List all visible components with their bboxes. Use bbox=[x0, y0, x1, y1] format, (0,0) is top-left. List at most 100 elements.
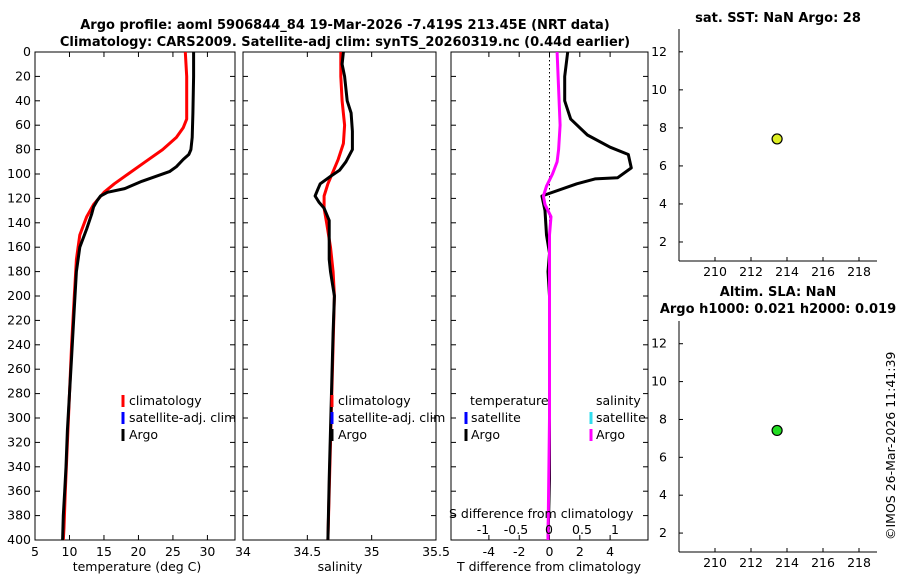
y-tick-label: 4 bbox=[659, 487, 667, 502]
y-tick-label: 200 bbox=[7, 288, 31, 303]
x-tick-label: 4 bbox=[606, 544, 614, 559]
legend-label: satellite-adj. clim bbox=[129, 410, 236, 425]
y-tick-label: 6 bbox=[659, 158, 667, 173]
y-tick-label: 160 bbox=[7, 239, 31, 254]
y-tick-label: 400 bbox=[7, 532, 31, 547]
legend-label: Argo bbox=[596, 427, 625, 442]
legend-label: satellite bbox=[596, 410, 646, 425]
y-tick-label: 260 bbox=[7, 361, 31, 376]
x-tick-label: 10 bbox=[62, 544, 78, 559]
x-tick-label: 0 bbox=[546, 544, 554, 559]
y-tick-label: 12 bbox=[651, 44, 667, 59]
legend-label: Argo bbox=[471, 427, 500, 442]
difference-legend: temperature salinity satellite Argo sate… bbox=[449, 393, 646, 537]
y-tick-label: 240 bbox=[7, 337, 31, 352]
y-tick-label: 320 bbox=[7, 434, 31, 449]
legend-label: climatology bbox=[129, 393, 202, 408]
imos-stamp: ©IMOS 26-Mar-2026 11:41:39 bbox=[883, 352, 898, 540]
secondary-tick: 0 bbox=[545, 522, 553, 537]
x-tick-label: 20 bbox=[130, 544, 146, 559]
title-line2: Climatology: CARS2009. Satellite-adj cli… bbox=[60, 35, 630, 50]
secondary-tick: -1 bbox=[477, 522, 489, 537]
y-tick-label: 100 bbox=[7, 166, 31, 181]
x-tick-label: 34.5 bbox=[293, 544, 321, 559]
y-tick-label: 280 bbox=[7, 386, 31, 401]
x-tick-label: 214 bbox=[775, 264, 799, 279]
y-tick-label: 360 bbox=[7, 483, 31, 498]
x-axis-label-difference: T difference from climatology bbox=[456, 559, 642, 574]
x-tick-label: 15 bbox=[96, 544, 112, 559]
y-tick-label: 140 bbox=[7, 215, 31, 230]
y-tick-label: 20 bbox=[15, 68, 31, 83]
y-tick-label: 340 bbox=[7, 459, 31, 474]
x-tick-label: 218 bbox=[847, 264, 871, 279]
temperature-panel: 5 10 15 20 25 3002040608010012014016018020022… bbox=[7, 44, 236, 559]
data-point bbox=[771, 424, 783, 437]
secondary-tick: 1 bbox=[611, 522, 619, 537]
y-tick-label: 4 bbox=[659, 196, 667, 211]
salinity-panel: 34 34.5 35 35.5 bbox=[235, 51, 450, 559]
x-tick-label: 212 bbox=[739, 555, 763, 570]
x-tick-label: 30 bbox=[199, 544, 215, 559]
y-tick-label: 120 bbox=[7, 190, 31, 205]
altim-sla-subtitle: Argo h1000: 0.021 h2000: 0.019 bbox=[660, 302, 896, 317]
y-tick-label: 10 bbox=[651, 82, 667, 97]
y-tick-label: 2 bbox=[659, 525, 667, 540]
x-tick-label: 212 bbox=[739, 264, 763, 279]
x-axis-label-temperature: temperature (deg C) bbox=[73, 559, 202, 574]
legend-label: satellite-adj. clim bbox=[338, 410, 445, 425]
axes-box bbox=[242, 51, 437, 541]
altim-sla-panel: 210 212 214 216 218 2 4 6 8 10 12 bbox=[651, 321, 877, 570]
secondary-tick: 0.5 bbox=[572, 522, 592, 537]
y-tick-label: 6 bbox=[659, 449, 667, 464]
x-tick-label: 216 bbox=[811, 264, 835, 279]
y-tick-label: 60 bbox=[15, 117, 31, 132]
x-tick-label: -2 bbox=[513, 544, 525, 559]
temperature-legend: climatology satellite-adj. clim Argo bbox=[121, 393, 236, 442]
x-tick-label: 210 bbox=[703, 264, 727, 279]
y-tick-label: 12 bbox=[651, 336, 667, 351]
data-point bbox=[771, 133, 783, 145]
x-tick-label: 214 bbox=[775, 555, 799, 570]
legend-label: Argo bbox=[129, 427, 158, 442]
legend-header-salinity: salinity bbox=[596, 393, 641, 408]
y-tick-label: 0 bbox=[23, 44, 31, 59]
difference-panel: -4 -2 0 2 4 bbox=[450, 51, 649, 559]
y-tick-label: 10 bbox=[651, 374, 667, 389]
altim-sla-title: Altim. SLA: NaN bbox=[720, 285, 836, 300]
x-tick-label: 34 bbox=[235, 544, 251, 559]
legend-header-temperature: temperature bbox=[470, 393, 549, 408]
secondary-axis-label: S difference from climatology bbox=[449, 506, 634, 521]
y-tick-label: 300 bbox=[7, 410, 31, 425]
x-tick-label: 35.5 bbox=[422, 544, 450, 559]
x-tick-label: 2 bbox=[576, 544, 584, 559]
legend-label: Argo bbox=[338, 427, 367, 442]
y-tick-label: 80 bbox=[15, 142, 31, 157]
title-line1: Argo profile: aoml 5906844_84 19-Mar-202… bbox=[80, 18, 610, 33]
series-line-s-argo bbox=[541, 51, 562, 541]
x-tick-label: 216 bbox=[811, 555, 835, 570]
sat-sst-title: sat. SST: NaN Argo: 28 bbox=[695, 11, 861, 26]
salinity-legend: climatology satellite-adj. clim Argo bbox=[330, 393, 445, 442]
x-axis-label-salinity: salinity bbox=[318, 559, 363, 574]
y-tick-label: 8 bbox=[659, 120, 667, 135]
series-line-argo bbox=[313, 51, 354, 541]
x-tick-label: 35 bbox=[364, 544, 380, 559]
x-tick-label: 210 bbox=[703, 555, 727, 570]
x-tick-label: -4 bbox=[483, 544, 496, 559]
y-tick-label: 180 bbox=[7, 264, 31, 279]
y-tick-label: 380 bbox=[7, 508, 31, 523]
y-tick-label: 40 bbox=[15, 93, 31, 108]
y-tick-label: 8 bbox=[659, 411, 667, 426]
legend-label: climatology bbox=[338, 393, 411, 408]
sat-sst-panel: 210 212 214 216 218 2 4 6 8 10 12 bbox=[651, 29, 877, 279]
y-tick-label: 220 bbox=[7, 312, 31, 327]
secondary-tick: -0.5 bbox=[504, 522, 528, 537]
series-line-argo bbox=[61, 52, 196, 541]
x-tick-label: 5 bbox=[31, 544, 39, 559]
x-tick-label: 218 bbox=[847, 555, 871, 570]
y-tick-label: 2 bbox=[659, 234, 667, 249]
x-tick-label: 25 bbox=[165, 544, 181, 559]
axes-box bbox=[34, 51, 236, 541]
